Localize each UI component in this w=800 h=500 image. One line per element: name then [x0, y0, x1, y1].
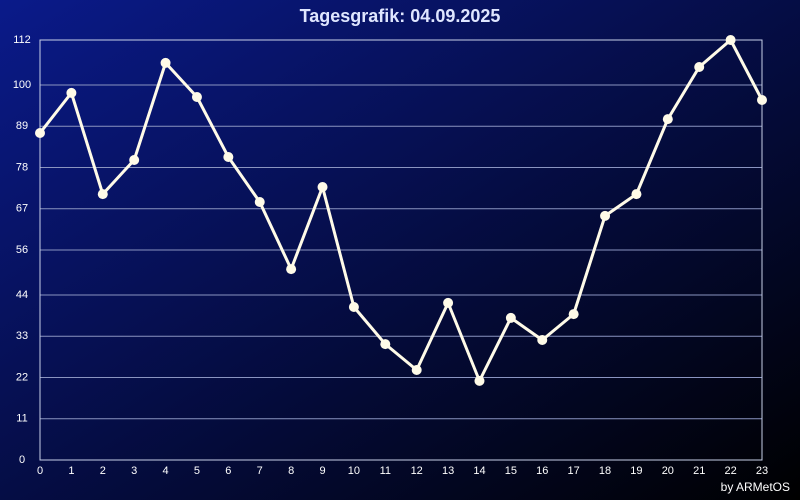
data-point [254, 197, 265, 207]
data-point [568, 309, 579, 320]
y-tick-label: 33 [16, 330, 28, 342]
data-point [97, 189, 108, 200]
x-tick-label: 6 [225, 465, 231, 477]
data-point [662, 114, 673, 125]
data-point [35, 128, 45, 138]
x-tick-label: 1 [68, 465, 74, 477]
y-tick-label: 44 [16, 289, 28, 301]
data-point [411, 365, 422, 375]
y-tick-label: 0 [19, 454, 25, 466]
x-tick-label: 19 [630, 465, 642, 477]
x-tick-label: 23 [756, 465, 768, 477]
x-tick-label: 4 [163, 465, 169, 477]
x-tick-label: 18 [599, 465, 611, 477]
credit: by ARMetOS [721, 480, 790, 494]
data-point [694, 62, 705, 72]
y-tick-label: 22 [16, 371, 28, 383]
x-tick-label: 10 [348, 465, 360, 477]
x-tick-label: 16 [536, 465, 548, 477]
data-point [505, 312, 516, 323]
data-point [537, 335, 548, 345]
data-point [348, 302, 359, 312]
data-point [725, 35, 736, 45]
data-point [286, 264, 297, 275]
y-tick-label: 56 [16, 244, 28, 256]
x-tick-label: 7 [257, 465, 263, 477]
data-point [380, 339, 391, 350]
y-tick-label: 89 [16, 120, 28, 132]
data-point [600, 210, 611, 221]
x-tick-label: 14 [473, 465, 485, 477]
data-point [129, 155, 140, 165]
x-tick-label: 3 [131, 465, 137, 477]
y-tick-label: 78 [16, 161, 28, 173]
x-tick-label: 8 [288, 465, 294, 477]
x-tick-label: 21 [693, 465, 705, 477]
y-tick-label: 112 [13, 34, 31, 46]
data-point [66, 87, 77, 98]
x-tick-label: 13 [442, 465, 454, 477]
data-point [317, 182, 328, 192]
x-tick-label: 20 [662, 465, 674, 477]
data-point [443, 297, 454, 308]
y-tick-label: 11 [16, 413, 27, 425]
chart-title: Tagesgrafik: 04.09.2025 [300, 6, 501, 26]
x-tick-label: 2 [100, 465, 106, 477]
data-point [631, 189, 642, 200]
x-tick-label: 5 [194, 465, 200, 477]
x-tick-label: 17 [568, 465, 580, 477]
data-point [191, 92, 202, 102]
data-point [160, 57, 171, 68]
x-tick-label: 12 [411, 465, 423, 477]
y-tick-label: 67 [16, 203, 28, 215]
data-line [38, 38, 764, 383]
y-tick-label: 100 [13, 79, 31, 91]
x-tick-label: 15 [505, 465, 517, 477]
x-tick-label: 11 [380, 465, 391, 477]
x-tick-label: 9 [319, 465, 325, 477]
x-tick-label: 0 [37, 465, 43, 477]
x-tick-label: 22 [724, 465, 736, 477]
plot-frame [39, 39, 763, 461]
data-point [223, 152, 234, 162]
data-point [474, 375, 485, 386]
data-point [757, 95, 767, 105]
